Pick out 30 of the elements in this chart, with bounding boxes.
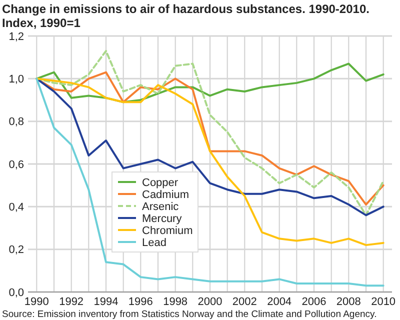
y-tick-label: 0,0 — [8, 286, 24, 299]
legend-label: Cadmium — [142, 188, 190, 201]
x-tick-label: 2006 — [302, 296, 326, 308]
line-series — [36, 78, 384, 246]
x-tick-label: 2000 — [198, 296, 222, 308]
x-tick-label: 1994 — [94, 296, 118, 308]
x-tick-label: 1990 — [24, 296, 49, 308]
x-tick-label: 1996 — [128, 296, 153, 308]
chart-subtitle: Index, 1990=1 — [2, 16, 81, 30]
legend-label: Chromium — [142, 224, 193, 237]
source-note: Source: Emission inventory from Statistics Norway and the Climate and Pollution Agency. — [2, 309, 377, 320]
y-tick-label: 0,6 — [8, 158, 24, 171]
y-tick-label: 1,2 — [8, 30, 24, 43]
line-series — [36, 62, 384, 104]
legend-label: Mercury — [142, 212, 182, 225]
y-tick-label: 0,8 — [8, 116, 24, 128]
y-tick-label: 0,2 — [8, 244, 24, 256]
y-tick-label: 1,0 — [8, 74, 24, 86]
x-tick-label: 1998 — [163, 296, 188, 308]
x-tick-label: 2004 — [267, 296, 292, 308]
chart-title: Change in emissions to air of hazardous substances. 1990-2010. — [2, 2, 370, 16]
x-tick-label: 2008 — [336, 296, 361, 308]
x-tick-label: 2010 — [371, 296, 396, 308]
line-series — [36, 78, 384, 287]
x-tick-label: 1992 — [59, 296, 84, 308]
x-tick-label: 2002 — [232, 296, 257, 308]
legend-label: Lead — [142, 236, 166, 249]
legend-label: Arsenic — [142, 200, 180, 213]
y-tick-label: 0,4 — [8, 202, 24, 214]
legend-label: Copper — [142, 176, 178, 189]
